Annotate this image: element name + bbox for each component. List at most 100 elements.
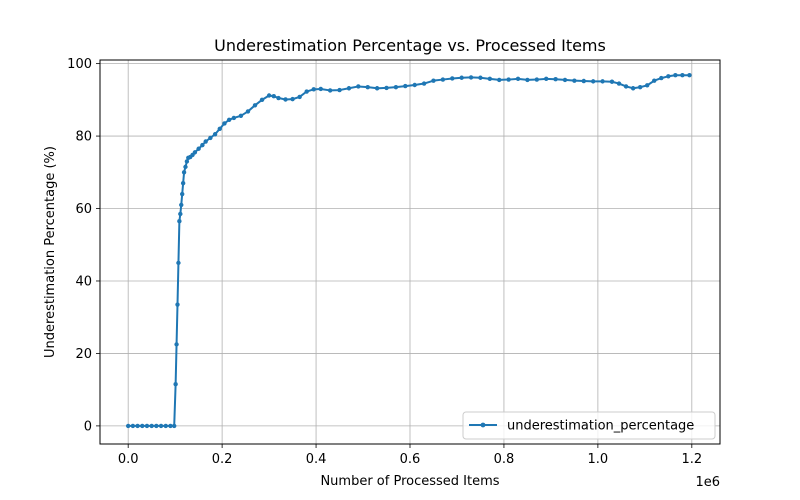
x-tick-label: 0.6 <box>400 452 421 467</box>
x-tick-label: 1.2 <box>681 452 702 467</box>
data-point <box>175 302 180 307</box>
data-point <box>173 382 178 387</box>
data-point <box>337 87 342 93</box>
data-point <box>290 96 295 102</box>
y-tick-label: 20 <box>75 347 92 362</box>
data-point <box>222 121 227 126</box>
data-point <box>525 77 530 83</box>
data-point <box>149 423 154 429</box>
data-point <box>252 103 258 108</box>
data-point <box>140 423 145 429</box>
data-point <box>217 126 222 132</box>
data-point <box>623 84 629 89</box>
data-point <box>327 88 333 93</box>
data-point <box>384 85 389 91</box>
data-point <box>365 84 370 90</box>
data-point <box>609 79 615 84</box>
data-point <box>176 260 181 266</box>
data-point <box>421 81 427 86</box>
data-point <box>181 170 187 175</box>
data-point <box>203 139 208 144</box>
data-point <box>259 97 265 103</box>
data-point <box>459 75 464 80</box>
data-point <box>144 423 150 429</box>
data-point <box>468 75 474 80</box>
data-point <box>346 86 352 91</box>
data-point <box>179 202 184 208</box>
x-axis-label: Number of Processed Items <box>320 474 499 489</box>
data-point <box>673 73 678 78</box>
data-point <box>174 342 179 347</box>
data-point <box>431 78 436 83</box>
data-point <box>158 423 164 429</box>
data-point <box>212 132 218 137</box>
data-point <box>403 83 408 89</box>
data-point <box>581 78 586 84</box>
data-point <box>276 95 281 101</box>
x-tick-label: 0.2 <box>212 452 233 467</box>
data-point <box>184 159 190 164</box>
data-point <box>168 423 173 429</box>
data-point <box>478 75 483 80</box>
grid <box>100 60 720 444</box>
data-point <box>192 150 198 155</box>
legend-entry-label: underestimation_percentage <box>507 419 694 434</box>
data-point <box>356 84 361 89</box>
data-point <box>506 77 511 82</box>
data-point <box>412 82 417 88</box>
data-point <box>304 89 309 94</box>
data-point <box>125 423 131 429</box>
series-layer <box>125 73 692 429</box>
data-point <box>180 180 186 186</box>
data-point <box>180 191 185 197</box>
data-point <box>450 76 455 81</box>
legend-marker <box>480 422 486 428</box>
data-point <box>534 77 540 82</box>
data-point <box>497 77 502 83</box>
data-point <box>553 77 558 82</box>
data-point <box>183 164 188 170</box>
data-point <box>130 423 136 429</box>
data-point <box>297 94 302 100</box>
data-point <box>271 94 276 99</box>
data-point <box>172 423 177 429</box>
chart-title: Underestimation Percentage vs. Processed… <box>214 36 606 55</box>
x-tick-label: 1.0 <box>588 452 609 467</box>
data-point <box>135 423 140 429</box>
data-point <box>487 76 493 82</box>
data-point <box>562 77 568 83</box>
data-point <box>266 93 272 98</box>
data-point <box>680 73 685 78</box>
data-point <box>311 87 316 92</box>
y-tick-label: 0 <box>84 419 92 434</box>
data-point <box>208 135 213 141</box>
data-point <box>666 74 671 79</box>
y-tick-label: 100 <box>67 57 92 72</box>
y-tick-label: 80 <box>75 130 92 145</box>
data-point <box>515 76 521 82</box>
data-point <box>600 79 605 84</box>
data-point <box>572 78 577 83</box>
data-point <box>238 113 244 118</box>
ticks: 0.0 0.2 0.4 0.6 0.8 1.0 1.2 0 20 40 60 80 100 <box>67 57 702 467</box>
data-point <box>374 86 380 91</box>
data-point <box>245 109 251 114</box>
data-point <box>318 86 323 92</box>
data-point <box>231 115 237 121</box>
data-point <box>200 142 205 148</box>
data-point <box>687 73 692 78</box>
y-tick-label: 40 <box>75 274 92 289</box>
data-point <box>637 84 643 90</box>
data-point <box>659 75 664 81</box>
data-point <box>645 83 650 88</box>
data-point <box>154 423 159 429</box>
data-point <box>630 86 636 91</box>
data-point <box>283 97 288 102</box>
data-point <box>616 81 622 86</box>
data-point <box>393 84 399 90</box>
x-tick-label: 0.0 <box>118 452 139 467</box>
y-axis-label: Underestimation Percentage (%) <box>43 146 58 358</box>
x-tick-label: 0.4 <box>306 452 327 467</box>
legend-box <box>462 411 716 440</box>
